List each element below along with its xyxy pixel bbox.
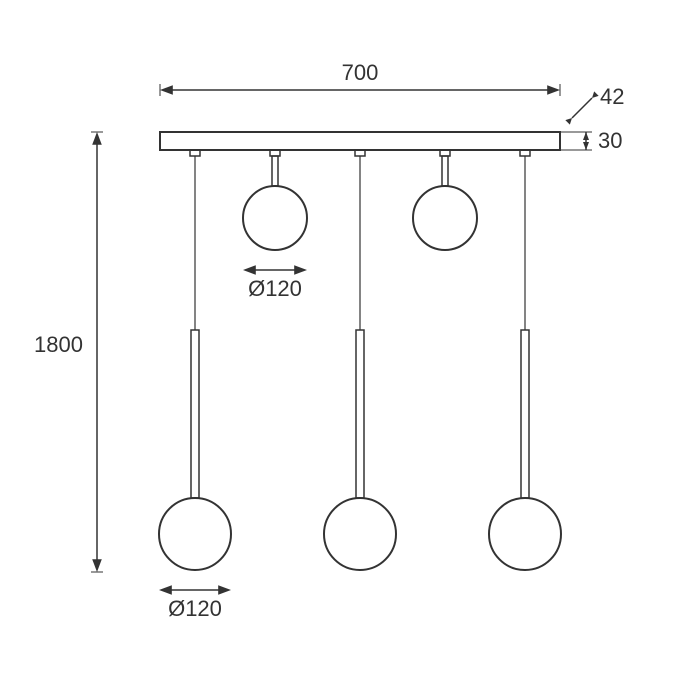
diameter-label: Ø120 xyxy=(248,276,302,301)
arrowhead xyxy=(547,85,560,95)
pendant-tube xyxy=(356,330,364,498)
arrowhead xyxy=(583,142,589,150)
dimension-label: 1800 xyxy=(34,332,83,357)
dimension-label: 700 xyxy=(342,60,379,85)
pendant-globe xyxy=(413,186,477,250)
arrowhead xyxy=(160,85,173,95)
pendant-globe xyxy=(159,498,231,570)
pendant-tube xyxy=(521,330,529,498)
arrowhead xyxy=(218,585,231,595)
pendant-globe xyxy=(489,498,561,570)
arrowhead xyxy=(583,132,589,140)
arrowhead xyxy=(92,559,102,572)
pendant-stem xyxy=(272,156,278,186)
arrowhead xyxy=(565,118,572,125)
pendant-stem xyxy=(442,156,448,186)
pendant-globe xyxy=(243,186,307,250)
arrowhead xyxy=(159,585,172,595)
depth-line xyxy=(572,98,592,118)
ceiling-bar xyxy=(160,132,560,150)
pendant-tube xyxy=(191,330,199,498)
arrowhead xyxy=(294,265,307,275)
arrowhead xyxy=(92,132,102,145)
diameter-label: Ø120 xyxy=(168,596,222,621)
depth-label: 42 xyxy=(600,84,624,109)
pendant-globe xyxy=(324,498,396,570)
arrowhead xyxy=(592,91,599,98)
thickness-label: 30 xyxy=(598,128,622,153)
arrowhead xyxy=(243,265,256,275)
